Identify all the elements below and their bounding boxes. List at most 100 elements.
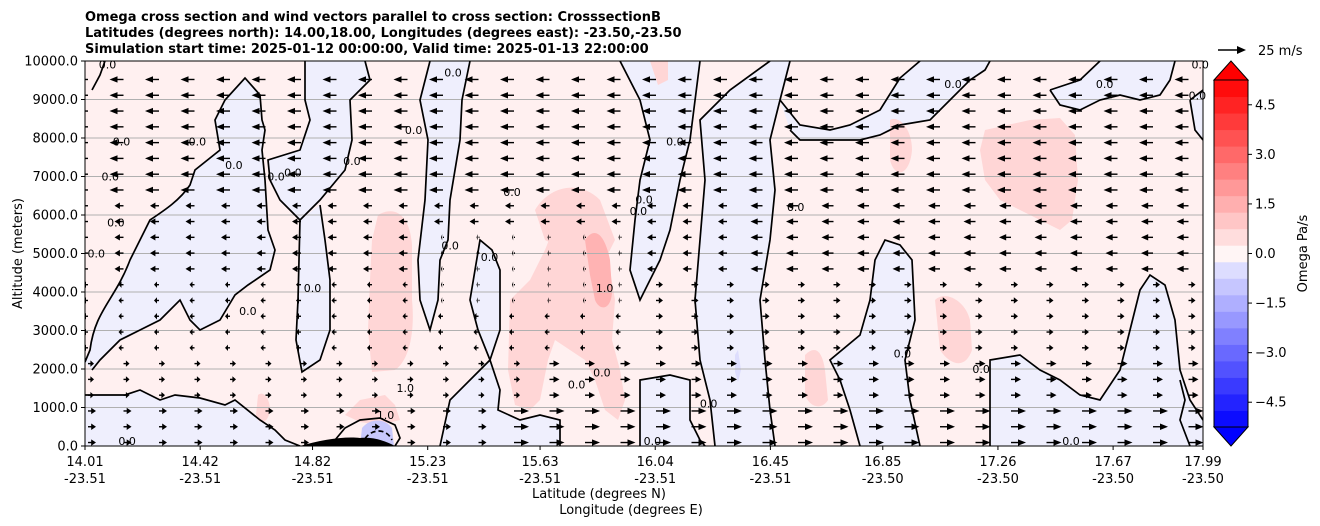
wind-vector bbox=[940, 281, 947, 288]
wind-vector bbox=[727, 376, 737, 383]
wind-vector bbox=[727, 328, 734, 336]
wind-vector bbox=[1046, 344, 1054, 352]
wind-vector bbox=[180, 155, 195, 162]
wind-vector bbox=[476, 281, 480, 288]
wind-vector bbox=[1117, 297, 1125, 304]
wind-vector bbox=[1188, 297, 1196, 304]
wind-vector bbox=[762, 423, 778, 430]
wind-vector bbox=[727, 439, 742, 446]
wind-vector bbox=[287, 186, 301, 194]
wind-vector bbox=[583, 265, 586, 273]
wind-vector bbox=[727, 281, 734, 288]
wind-vector bbox=[904, 439, 920, 446]
contour-label: 0.0 bbox=[568, 378, 586, 391]
contour-label: 0.0 bbox=[635, 193, 653, 206]
wind-vector bbox=[1034, 202, 1047, 209]
wind-vector bbox=[798, 281, 805, 288]
wind-vector bbox=[620, 439, 636, 446]
x-tick-label-lat: 14.01 bbox=[66, 455, 103, 470]
wind-vector bbox=[287, 155, 301, 162]
contour-line bbox=[85, 76, 276, 371]
wind-vector bbox=[260, 297, 266, 304]
wind-vector bbox=[154, 281, 159, 288]
wind-vector bbox=[145, 76, 159, 83]
wind-vector bbox=[336, 423, 345, 430]
wind-vector bbox=[478, 439, 487, 446]
wind-vector bbox=[287, 123, 301, 131]
wind-vector bbox=[748, 123, 763, 131]
contour-label: 0.0 bbox=[700, 398, 718, 411]
wind-vector bbox=[904, 281, 912, 288]
wind-vector bbox=[1176, 218, 1189, 225]
wind-vector bbox=[1046, 297, 1054, 304]
wind-vector bbox=[547, 234, 551, 241]
wind-vector bbox=[620, 391, 631, 399]
wind-vector bbox=[1046, 423, 1062, 430]
wind-vector bbox=[762, 360, 773, 367]
wind-vector bbox=[180, 186, 195, 194]
contour-label: 0.0 bbox=[630, 205, 648, 218]
wind-vector bbox=[407, 391, 414, 399]
contour-label: 0.0 bbox=[87, 247, 105, 260]
wind-vector bbox=[821, 249, 834, 257]
wind-vector bbox=[718, 234, 727, 241]
wind-vector bbox=[327, 249, 337, 257]
wind-vector bbox=[500, 76, 514, 83]
wind-vector bbox=[514, 391, 520, 399]
wind-vector bbox=[571, 155, 585, 162]
wind-vector bbox=[904, 344, 912, 352]
wind-vector bbox=[109, 76, 124, 83]
wind-vector bbox=[1139, 170, 1153, 178]
negative-region bbox=[85, 390, 300, 446]
wind-vector bbox=[869, 313, 876, 320]
wind-vector bbox=[1103, 123, 1118, 131]
wind-vector bbox=[1082, 423, 1097, 430]
wind-vector bbox=[1032, 107, 1047, 115]
wind-vector bbox=[786, 202, 798, 209]
wind-vector bbox=[145, 123, 159, 131]
wind-vector bbox=[620, 376, 631, 383]
x-tick-label-lat: 16.45 bbox=[752, 455, 789, 470]
contour-line bbox=[85, 389, 301, 446]
wind-vector bbox=[618, 265, 622, 273]
wind-vector bbox=[798, 344, 805, 352]
wind-vector bbox=[159, 376, 165, 383]
wind-vector bbox=[727, 360, 737, 367]
wind-vector bbox=[1188, 281, 1196, 288]
wind-vector bbox=[500, 123, 514, 131]
x-tick-label-lat: 16.85 bbox=[864, 455, 901, 470]
wind-vector bbox=[1011, 407, 1026, 415]
wind-vector bbox=[682, 265, 692, 273]
wind-vector bbox=[88, 360, 94, 367]
wind-vector bbox=[1174, 155, 1189, 162]
wind-vector bbox=[656, 423, 671, 430]
title-line-2: Latitudes (degrees north): 14.00,18.00, … bbox=[85, 26, 682, 41]
wind-vector bbox=[292, 265, 301, 273]
wind-vector bbox=[549, 439, 565, 446]
wind-vector bbox=[512, 265, 515, 273]
wind-vector bbox=[890, 170, 905, 178]
wind-vector bbox=[393, 170, 408, 178]
wind-vector bbox=[1103, 139, 1118, 146]
wind-vector bbox=[682, 249, 692, 257]
wind-vector bbox=[1082, 328, 1089, 336]
wind-vector bbox=[762, 328, 770, 336]
wind-vector bbox=[1082, 439, 1097, 446]
wind-vector bbox=[784, 107, 798, 115]
x-tick-label-lon: -23.51 bbox=[407, 472, 449, 487]
wind-vector bbox=[1103, 170, 1118, 178]
quiver-key-label: 25 m/s bbox=[1258, 44, 1303, 59]
wind-vector bbox=[509, 328, 514, 336]
wind-vector bbox=[833, 360, 844, 367]
y-tick-label: 5000.0 bbox=[33, 247, 79, 262]
wind-vector bbox=[336, 360, 343, 367]
wind-vector bbox=[1153, 328, 1160, 336]
wind-vector bbox=[1032, 155, 1047, 162]
wind-vector bbox=[833, 313, 841, 320]
wind-vector bbox=[535, 155, 550, 162]
wind-vector bbox=[677, 107, 692, 115]
wind-vector bbox=[549, 391, 560, 399]
wind-vector bbox=[123, 360, 130, 367]
wind-vector bbox=[322, 139, 337, 146]
